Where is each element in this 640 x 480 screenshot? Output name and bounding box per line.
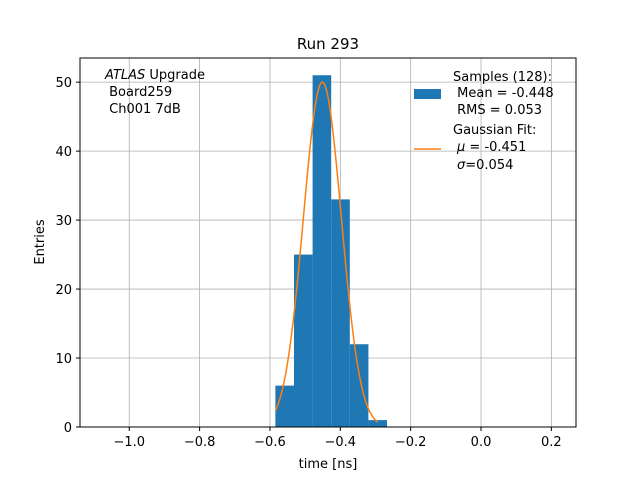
histogram-bar-3 [331, 199, 350, 427]
legend-sigma-symbol: σ [457, 158, 466, 173]
legend-sigma-value: =0.054 [465, 158, 513, 173]
y-tick-label-4: 40 [55, 145, 72, 160]
gaussian-fit-curve [274, 81, 379, 423]
y-tick-label-1: 10 [55, 352, 72, 367]
histogram-bar-0 [275, 385, 294, 427]
histogram-bar-4 [349, 344, 369, 427]
x-axis-label: time [ns] [299, 457, 358, 472]
annotation-upgrade: Upgrade [145, 68, 205, 83]
plot-frame [79, 57, 577, 428]
x-tick-label-5: 0.0 [471, 435, 492, 450]
legend-hist-line-2: Mean = -0.448 [453, 86, 554, 101]
annotation-line-2: Board259 [105, 85, 172, 100]
histogram-bar-1 [293, 254, 313, 427]
x-tick-label-0: −1.0 [113, 435, 145, 450]
x-tick-label-4: −0.2 [395, 435, 427, 450]
legend-hist-line-1: Samples (128): [453, 70, 552, 85]
legend-mu-symbol: μ [456, 140, 465, 155]
y-axis-ticks: 0 10 20 30 40 50 [55, 76, 80, 436]
legend-mu-value: = -0.451 [465, 140, 526, 155]
y-tick-label-5: 50 [55, 76, 72, 91]
y-axis-label: Entries [33, 219, 48, 265]
legend-histogram-swatch [414, 89, 441, 99]
y-tick-label-3: 30 [55, 214, 72, 229]
annotation-line-3: Ch001 7dB [105, 102, 181, 117]
annotation-line-1: ATLAS Upgrade [104, 68, 205, 83]
legend-hist-line-3: RMS = 0.053 [453, 103, 542, 118]
histogram-bar-2 [312, 75, 332, 428]
x-tick-label-2: −0.6 [254, 435, 286, 450]
legend-fit-line-3: σ=0.054 [457, 158, 513, 173]
legend-fit-line-1: Gaussian Fit: [453, 123, 536, 138]
legend: Samples (128): Mean = -0.448 RMS = 0.053… [414, 70, 554, 173]
histogram-bar-5 [368, 420, 388, 427]
x-axis-ticks: −1.0 −0.8 −0.6 −0.4 −0.2 0.0 0.2 [113, 427, 562, 450]
y-tick-label-0: 0 [64, 421, 72, 436]
legend-fit-line-2: μ = -0.451 [456, 140, 526, 155]
annotation-atlas: ATLAS [104, 68, 145, 83]
y-tick-label-2: 20 [55, 283, 72, 298]
x-tick-label-6: 0.2 [541, 435, 562, 450]
annotation-box: ATLAS Upgrade Board259 Ch001 7dB [104, 68, 205, 117]
x-tick-label-1: −0.8 [184, 435, 216, 450]
x-tick-label-3: −0.4 [325, 435, 357, 450]
chart-title: Run 293 [297, 35, 359, 53]
